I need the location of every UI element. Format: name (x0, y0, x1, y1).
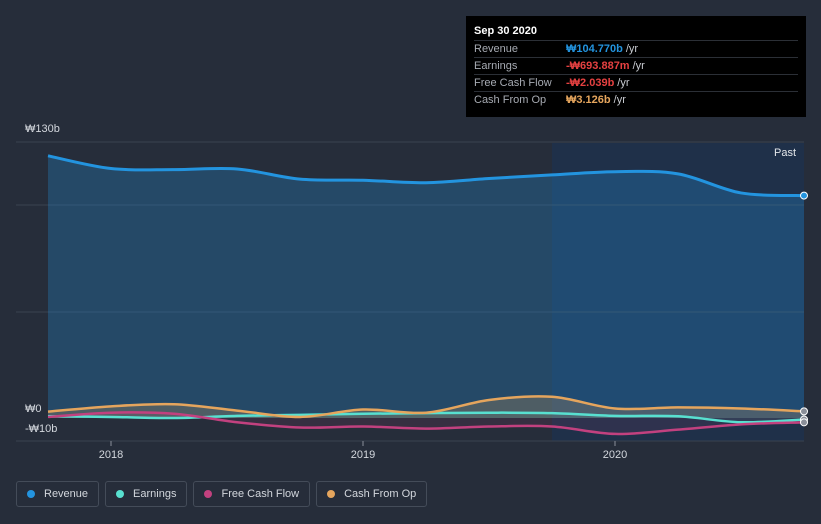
tooltip-row-cash-from-op: Cash From Op ₩3.126b /yr (474, 91, 798, 108)
tooltip-label: Cash From Op (474, 94, 547, 106)
tooltip-row-revenue: Revenue ₩104.770b /yr (474, 40, 798, 57)
tooltip-value: ₩104.770b (566, 43, 623, 55)
end-point-cash-from-op (800, 407, 808, 416)
x-tick-label-2019: 2019 (351, 449, 375, 461)
series-line-cash-from-op (47, 395, 805, 419)
tooltip-row-earnings: Earnings -₩693.887m /yr (474, 57, 798, 74)
legend-label: Free Cash Flow (221, 488, 300, 500)
tooltip-value: ₩3.126b (566, 94, 611, 106)
tooltip-label: Free Cash Flow (474, 77, 552, 89)
x-tick-label-2018: 2018 (99, 449, 123, 461)
area-free-cash-flow (48, 412, 804, 434)
legend-label: Cash From Op (344, 488, 417, 500)
tooltip-unit: /yr (632, 60, 645, 72)
legend-dot-icon (116, 490, 125, 498)
area-revenue (48, 155, 804, 419)
area-earnings (48, 412, 804, 423)
legend-dot-icon (204, 490, 213, 498)
series-layer (47, 154, 808, 436)
tooltip-unit: /yr (625, 43, 639, 55)
tooltip-label: Revenue (474, 43, 519, 55)
legend-item-revenue[interactable]: Revenue (16, 481, 100, 507)
tooltip-unit: /yr (617, 77, 630, 89)
tooltip-value: -₩693.887m (566, 60, 630, 72)
y-tick-neg10b: -₩10b (25, 423, 58, 435)
tooltip-date: Sep 30 2020 (474, 25, 537, 37)
y-tick-130b: ₩130b (25, 123, 60, 135)
end-point-free-cash-flow (800, 418, 808, 427)
legend-label: Earnings (133, 488, 177, 500)
legend: Revenue Earnings Free Cash Flow Cash Fro… (16, 481, 433, 507)
x-axis: 2018 2019 2020 (99, 441, 627, 461)
series-line-revenue (47, 154, 805, 198)
past-label: Past (774, 147, 797, 159)
plot-region-past (552, 143, 804, 441)
tooltip-value: -₩2.039b (566, 77, 615, 89)
legend-dot-icon (327, 490, 336, 498)
y-tick-0: ₩0 (25, 403, 42, 415)
x-tick-label-2020: 2020 (603, 449, 627, 461)
series-line-free-cash-flow (47, 411, 805, 436)
tooltip-row-free-cash-flow: Free Cash Flow -₩2.039b /yr (474, 74, 798, 91)
end-point-revenue (800, 191, 808, 200)
area-cash-from-op (48, 396, 804, 418)
tooltip-label: Earnings (474, 60, 518, 72)
tooltip-unit: /yr (613, 94, 626, 106)
legend-dot-icon (27, 490, 35, 498)
legend-item-cash-from-op[interactable]: Cash From Op (316, 481, 428, 507)
legend-item-free-cash-flow[interactable]: Free Cash Flow (193, 481, 311, 507)
legend-item-earnings[interactable]: Earnings (105, 481, 188, 507)
legend-label: Revenue (44, 488, 89, 500)
tooltip: Sep 30 2020 Revenue ₩104.770b /yr Earnin… (466, 16, 806, 117)
